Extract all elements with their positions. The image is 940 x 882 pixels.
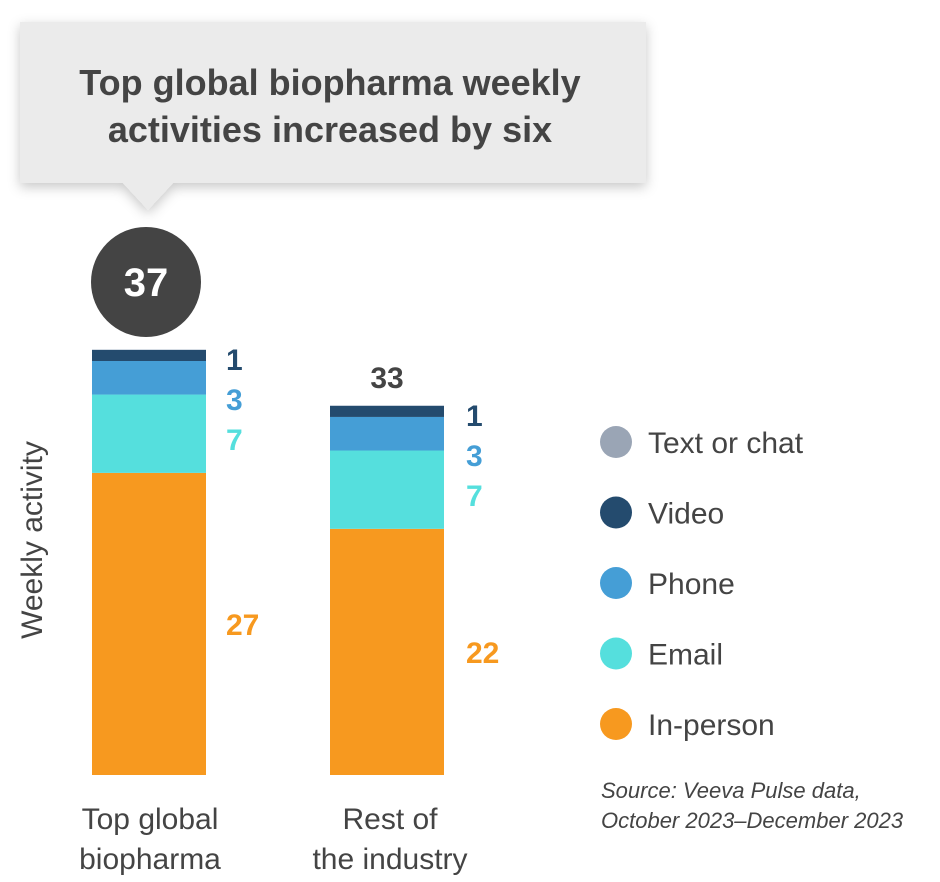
legend-label: Text or chat xyxy=(648,427,804,460)
bar-segment-phone xyxy=(92,361,206,395)
legend-marker-email xyxy=(600,637,632,670)
bar-segment-in-person xyxy=(92,472,206,775)
bar-segment-email xyxy=(92,394,206,473)
segment-label-phone: 3 xyxy=(226,384,243,417)
segment-labels: 27 7 3 1 22 7 3 1 xyxy=(226,344,499,670)
segment-label-video: 1 xyxy=(226,344,243,377)
segment-label-email: 7 xyxy=(226,424,243,457)
title-callout xyxy=(20,22,646,210)
highlight-total-badge xyxy=(91,227,201,337)
bar-segment-video xyxy=(330,405,444,417)
legend-marker-in-person xyxy=(600,708,632,740)
y-axis-label: Weekly activity xyxy=(16,441,49,639)
legend-label: Video xyxy=(648,498,724,531)
segment-label-video: 1 xyxy=(466,400,483,433)
chart-title-line1: Top global biopharma weekly xyxy=(79,62,580,103)
bars xyxy=(92,349,444,775)
bar-segment-video xyxy=(92,349,206,361)
total-label-1: 33 xyxy=(370,362,403,395)
legend-label: Email xyxy=(648,639,723,672)
source-line1: Source: Veeva Pulse data, xyxy=(601,778,861,803)
segment-label-email: 7 xyxy=(466,480,483,513)
category-label-0-line1: Top global xyxy=(82,803,219,836)
source-line2: October 2023–December 2023 xyxy=(601,808,904,833)
segment-label-phone: 3 xyxy=(466,440,483,473)
category-label-1-line2: the industry xyxy=(312,843,467,876)
legend-marker-text-or-chat xyxy=(600,426,632,458)
segment-label-in-person: 22 xyxy=(466,637,499,670)
bar-segment-in-person xyxy=(330,528,444,775)
legend: Text or chat Video Phone Email In-person xyxy=(600,426,804,742)
total-label-0: 37 xyxy=(124,261,169,305)
legend-label: Phone xyxy=(648,568,735,601)
category-label-1-line1: Rest of xyxy=(342,803,438,836)
chart-title-line2: activities increased by six xyxy=(108,109,552,150)
bar-segment-email xyxy=(330,450,444,529)
legend-marker-video xyxy=(600,496,632,529)
category-label-0-line2: biopharma xyxy=(79,843,221,876)
segment-label-in-person: 27 xyxy=(226,609,259,642)
legend-marker-phone xyxy=(600,567,632,599)
legend-label: In-person xyxy=(648,709,775,742)
bar-segment-phone xyxy=(330,416,444,451)
